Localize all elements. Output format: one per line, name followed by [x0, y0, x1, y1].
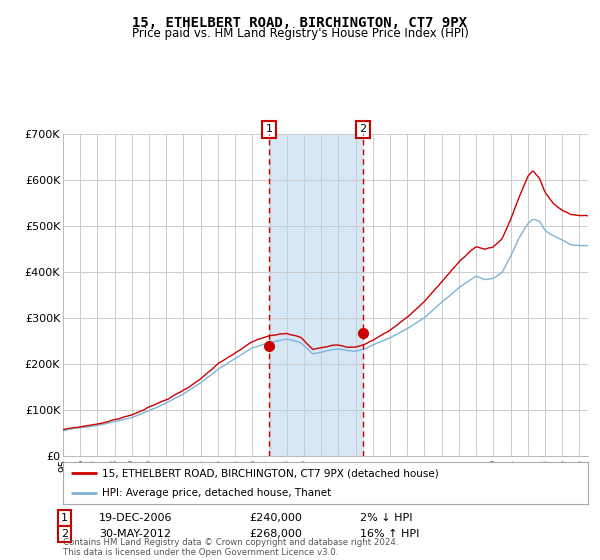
Text: 1: 1: [266, 124, 272, 134]
Text: 30-MAY-2012: 30-MAY-2012: [99, 529, 171, 539]
Text: £268,000: £268,000: [249, 529, 302, 539]
Text: £240,000: £240,000: [249, 513, 302, 523]
Text: 16% ↑ HPI: 16% ↑ HPI: [360, 529, 419, 539]
Text: 15, ETHELBERT ROAD, BIRCHINGTON, CT7 9PX (detached house): 15, ETHELBERT ROAD, BIRCHINGTON, CT7 9PX…: [103, 468, 439, 478]
Text: Price paid vs. HM Land Registry's House Price Index (HPI): Price paid vs. HM Land Registry's House …: [131, 27, 469, 40]
Text: 2: 2: [61, 529, 68, 539]
Text: 19-DEC-2006: 19-DEC-2006: [99, 513, 173, 523]
Text: Contains HM Land Registry data © Crown copyright and database right 2024.
This d: Contains HM Land Registry data © Crown c…: [63, 538, 398, 557]
Bar: [269, 134, 362, 456]
Text: 2% ↓ HPI: 2% ↓ HPI: [360, 513, 413, 523]
Text: 15, ETHELBERT ROAD, BIRCHINGTON, CT7 9PX: 15, ETHELBERT ROAD, BIRCHINGTON, CT7 9PX: [133, 16, 467, 30]
Text: HPI: Average price, detached house, Thanet: HPI: Average price, detached house, Than…: [103, 488, 332, 498]
Text: 2: 2: [359, 124, 366, 134]
Text: 1: 1: [61, 513, 68, 523]
